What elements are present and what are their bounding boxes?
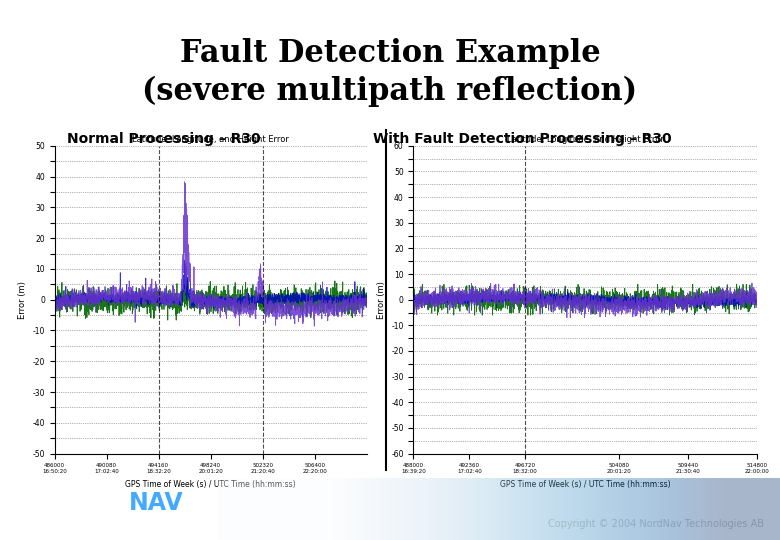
Text: Normal Processing – R30: Normal Processing – R30 xyxy=(67,132,261,146)
X-axis label: GPS Time of Week (s) / UTC Time (hh:mm:ss): GPS Time of Week (s) / UTC Time (hh:mm:s… xyxy=(500,480,670,489)
Text: (severe multipath reflection): (severe multipath reflection) xyxy=(143,76,637,107)
Title: Latitude, Longitude, and Height Error: Latitude, Longitude, and Height Error xyxy=(132,134,289,144)
Y-axis label: Error (m): Error (m) xyxy=(18,281,27,319)
Text: TECHNOLOGIES: TECHNOLOGIES xyxy=(64,523,119,529)
Text: With Fault Detection Processing – R30: With Fault Detection Processing – R30 xyxy=(374,132,672,146)
Title: Latitude, Longitude, and Height Error: Latitude, Longitude, and Height Error xyxy=(506,134,664,144)
X-axis label: GPS Time of Week (s) / UTC Time (hh:mm:ss): GPS Time of Week (s) / UTC Time (hh:mm:s… xyxy=(126,480,296,489)
Text: NAV: NAV xyxy=(129,491,183,515)
Y-axis label: Error (m): Error (m) xyxy=(377,281,385,319)
Text: Fault Detection Example: Fault Detection Example xyxy=(179,38,601,69)
Text: NORD: NORD xyxy=(62,493,126,512)
Text: Copyright © 2004 NordNav Technologies AB: Copyright © 2004 NordNav Technologies AB xyxy=(548,519,764,530)
